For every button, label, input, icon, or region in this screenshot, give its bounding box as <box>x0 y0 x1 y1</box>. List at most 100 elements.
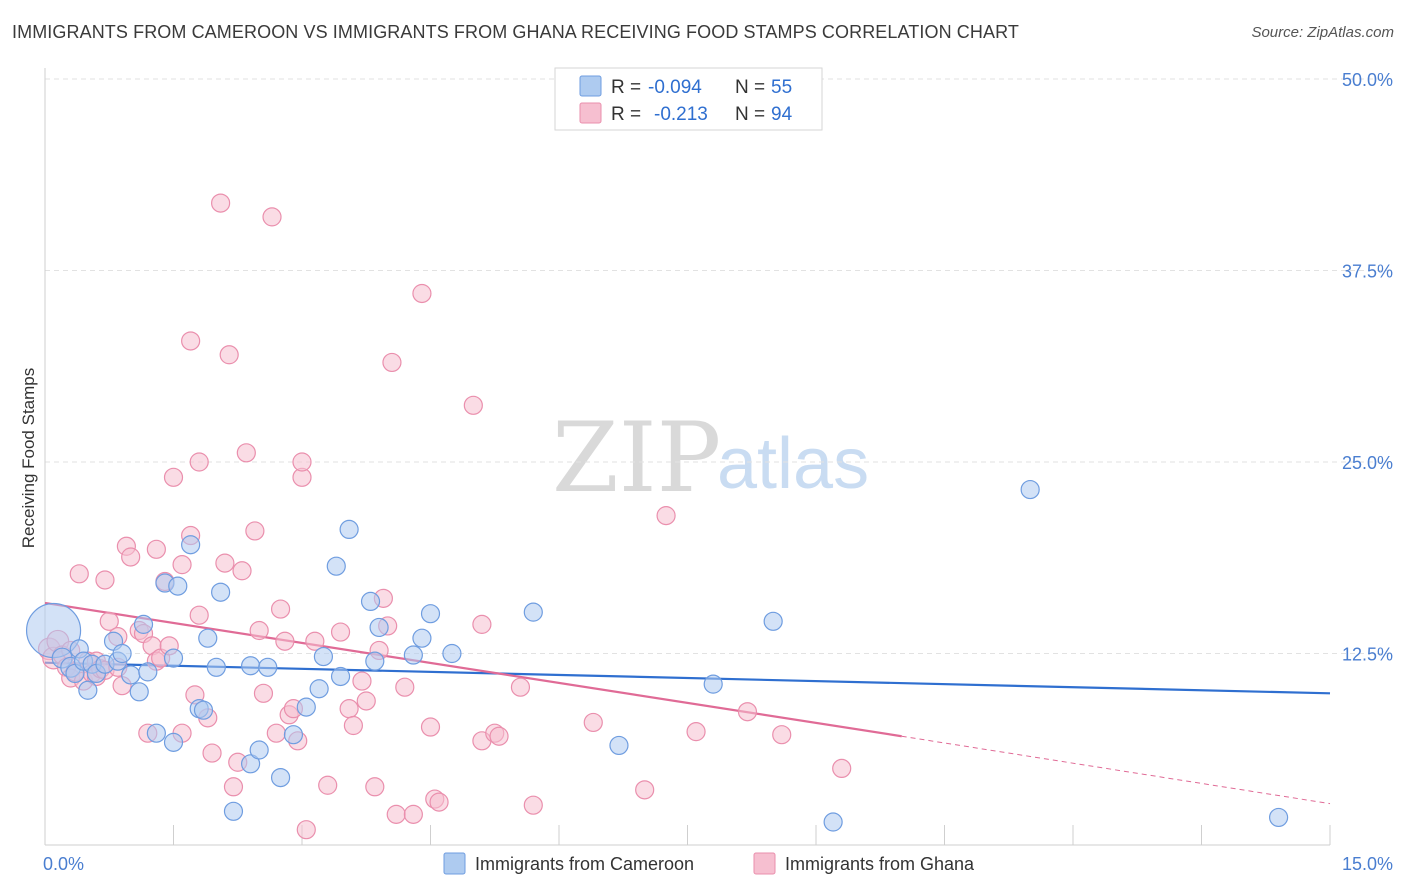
ghana-point <box>275 631 295 651</box>
cameroon-point <box>241 656 261 676</box>
bottom-legend-swatch-ghana <box>753 852 776 875</box>
cameroon-point <box>198 628 218 648</box>
cameroon-point <box>763 611 783 631</box>
ghana-point <box>121 547 141 567</box>
ghana-point <box>232 561 252 581</box>
ghana-point <box>832 758 852 779</box>
ghana-point <box>656 506 676 526</box>
ghana-point <box>223 777 244 797</box>
cameroon-point <box>138 662 158 682</box>
cameroon-trend-line <box>44 661 1331 695</box>
cameroon-point <box>133 614 154 634</box>
cameroon-point <box>412 628 432 648</box>
cameroon-point <box>181 535 201 555</box>
ghana-point <box>343 715 363 736</box>
cameroon-point <box>703 674 723 694</box>
cameroon-point <box>360 591 381 612</box>
ghana-point <box>386 804 406 824</box>
ghana-point <box>305 631 325 651</box>
y-axis-label: Receiving Food Stamps <box>19 368 38 548</box>
legend-r-label-cameroon: R = <box>611 77 641 98</box>
watermark-zip: ZIP <box>552 402 721 514</box>
legend-r-value-ghana: -0.213 <box>654 104 708 125</box>
legend-n-label-cameroon: N = <box>735 77 765 98</box>
cameroon-point <box>326 556 346 576</box>
ghana-point <box>296 820 316 840</box>
ghana-point <box>146 539 166 559</box>
ghana-point <box>236 443 256 463</box>
x-tick-label: 0.0% <box>43 854 84 874</box>
cameroon-point <box>339 519 359 540</box>
ghana-point <box>270 599 291 619</box>
ghana-point <box>292 452 312 472</box>
y-tick-label: 25.0% <box>1342 453 1393 473</box>
ghana-point <box>95 570 115 590</box>
cameroon-point <box>78 680 98 700</box>
ghana-point <box>510 677 531 697</box>
cameroon-point <box>163 648 184 668</box>
legend-swatch-cameroon <box>579 75 602 97</box>
bottom-legend: Immigrants from Cameroon Immigrants from… <box>443 852 975 875</box>
cameroon-point <box>283 725 304 745</box>
ghana-point <box>249 620 269 641</box>
bottom-legend-label-ghana: Immigrants from Ghana <box>785 854 975 874</box>
ghana-point <box>189 605 209 625</box>
ghana-point <box>69 564 89 584</box>
ghana-point <box>403 804 423 824</box>
y-tick-label: 37.5% <box>1342 262 1393 282</box>
legend-swatch-ghana <box>579 102 602 124</box>
watermark: ZIP atlas <box>552 402 869 514</box>
cameroon-point <box>403 645 423 665</box>
ghana-point <box>472 614 492 634</box>
legend-r-label-ghana: R = <box>611 104 641 125</box>
ghana-point <box>635 780 655 800</box>
legend-r-value-cameroon: -0.094 <box>648 77 702 98</box>
ghana-point <box>211 193 231 213</box>
ghana-point <box>219 345 239 365</box>
cameroon-point <box>442 643 462 664</box>
cameroon-point <box>296 697 316 717</box>
cameroon-point <box>211 582 231 602</box>
cameroon-point <box>163 732 184 752</box>
source-label: Source: ZipAtlas.com <box>1251 24 1394 41</box>
ghana-point <box>737 702 758 722</box>
ghana-point <box>365 777 385 797</box>
cameroon-point <box>112 643 132 664</box>
ghana-point <box>266 723 286 743</box>
cameroon-point <box>168 576 188 596</box>
ghana-point <box>172 555 192 575</box>
legend-n-value-ghana: 94 <box>771 104 793 125</box>
legend-box: R = -0.094 N = 55 R = -0.213 N = 94 <box>554 67 823 131</box>
ghana-point <box>189 452 209 472</box>
ghana-point <box>382 352 402 373</box>
cameroon-point <box>313 646 334 667</box>
ghana-point <box>352 671 372 691</box>
ghana-point <box>215 553 235 573</box>
ghana-point <box>318 775 338 795</box>
cameroon-point <box>193 700 214 720</box>
cameroon-point <box>330 666 351 687</box>
ghana-point <box>523 795 543 815</box>
axes: 12.5% 25.0% 37.5% 50.0% 0.0% 15.0% <box>43 68 1393 874</box>
ghana-point <box>253 683 274 703</box>
cameroon-point <box>1020 479 1040 500</box>
cameroon-point <box>609 735 629 756</box>
ghana-point <box>420 717 441 737</box>
cameroon-point <box>823 812 843 832</box>
chart-title: IMMIGRANTS FROM CAMEROON VS IMMIGRANTS F… <box>12 22 1019 42</box>
ghana-point <box>356 691 376 711</box>
ghana-point <box>772 725 792 745</box>
ghana-point <box>489 726 509 746</box>
cameroon-point <box>369 617 389 638</box>
ghana-trend-line <box>44 601 902 738</box>
x-tick-label: 15.0% <box>1342 854 1393 874</box>
ghana-point <box>339 699 359 719</box>
cameroon-point <box>258 657 278 677</box>
ghana-point <box>262 207 282 227</box>
cameroon-point <box>365 651 385 671</box>
trend-lines <box>44 601 1331 805</box>
cameroon-point <box>206 657 226 677</box>
ghana-point <box>99 611 119 631</box>
legend-n-value-cameroon: 55 <box>771 77 792 98</box>
